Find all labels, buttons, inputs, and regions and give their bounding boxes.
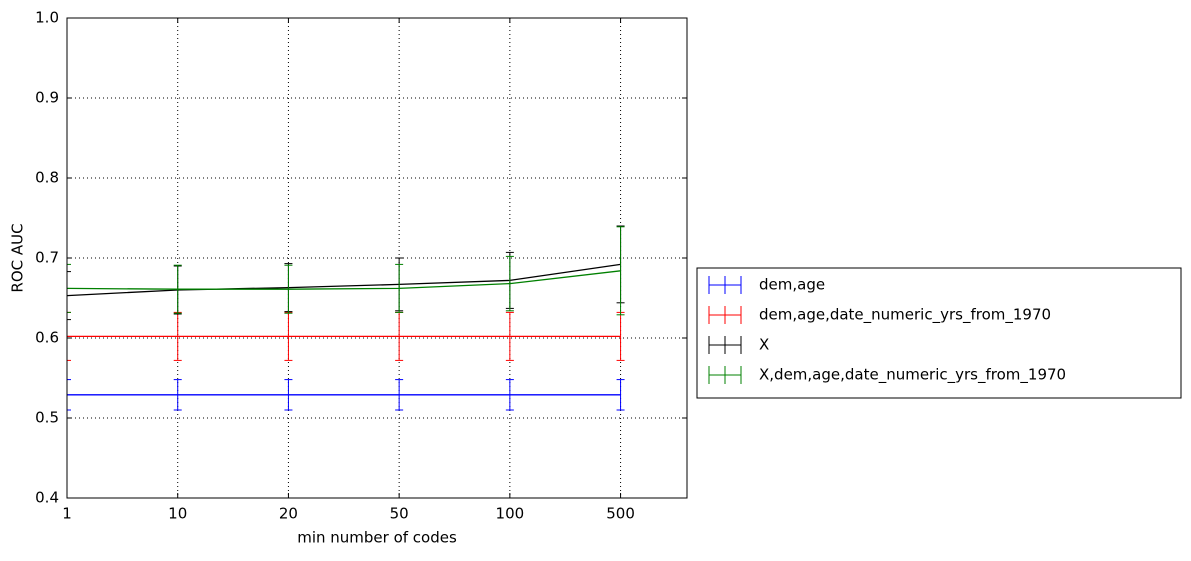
legend-box (696, 267, 1182, 399)
y-tick-label: 0.7 (35, 249, 59, 267)
legend-label: dem,age,date_numeric_yrs_from_1970 (759, 306, 1051, 325)
error-bar (395, 379, 404, 411)
x-tick-label: 20 (279, 505, 298, 523)
error-bar (505, 255, 514, 312)
x-tick-label: 10 (168, 505, 187, 523)
plot-area (67, 225, 625, 411)
legend-label: X,dem,age,date_numeric_yrs_from_1970 (759, 366, 1066, 385)
error-bar (67, 263, 71, 313)
error-bar (173, 379, 182, 411)
error-bar (173, 264, 182, 314)
error-bar (616, 379, 625, 411)
error-bar (395, 263, 404, 313)
error-bar (284, 379, 293, 411)
y-tick-label: 0.4 (35, 489, 59, 507)
error-bar (67, 271, 71, 321)
y-tick-label: 1.0 (35, 9, 59, 27)
y-tick-label: 0.8 (35, 169, 59, 187)
x-tick-label: 500 (606, 505, 635, 523)
y-axis-label: ROC AUC (9, 223, 27, 292)
series-line (67, 263, 621, 297)
legend-label: X (759, 336, 769, 354)
error-bar (505, 379, 514, 411)
y-tick-label: 0.6 (35, 329, 59, 347)
error-bar (67, 379, 71, 411)
error-bar (284, 264, 293, 314)
plot-frame (66, 17, 688, 499)
error-bar (505, 311, 514, 361)
y-tick-label: 0.5 (35, 409, 59, 427)
legend-label: dem,age (759, 276, 825, 294)
x-axis-label: min number of codes (297, 529, 457, 547)
series-line (67, 270, 621, 290)
error-bar (616, 226, 625, 316)
x-tick-label: 50 (390, 505, 409, 523)
x-tick-label: 100 (496, 505, 525, 523)
x-tick-label: 1 (62, 505, 72, 523)
y-tick-label: 0.9 (35, 89, 59, 107)
